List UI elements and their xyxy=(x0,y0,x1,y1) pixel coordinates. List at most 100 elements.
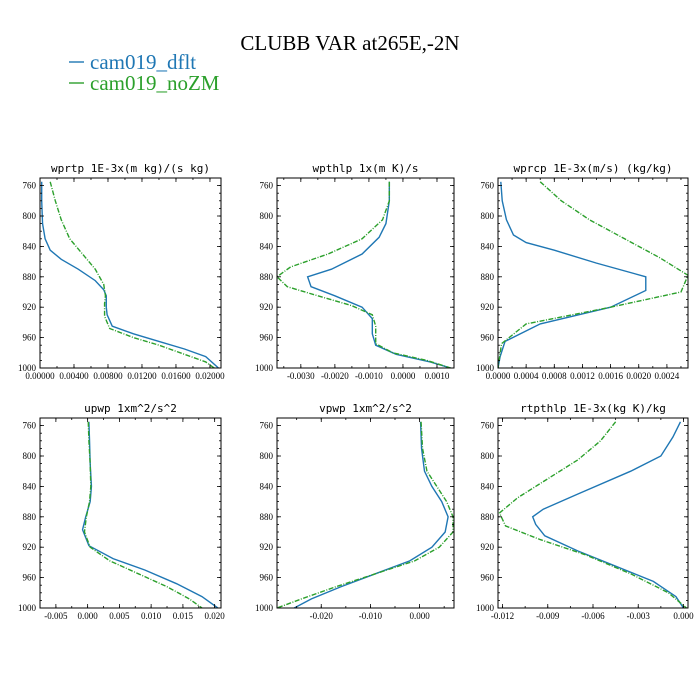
panel-6: rtpthlp 1E-3x(kg K)/kg 760 800 840 880 920 960… xyxy=(476,402,694,621)
y-tick-label: 880 xyxy=(481,512,495,522)
y-tick-label: 800 xyxy=(23,451,37,461)
x-tick-label: -0.0020 xyxy=(321,371,349,381)
panel-1: wprtp 1E-3x(m kg)/(s kg) 760 800 840 880 920 9… xyxy=(18,162,225,381)
y-tick-label: 880 xyxy=(23,272,37,282)
x-tick-label: 0.00000 xyxy=(25,371,55,381)
y-tick-label: 920 xyxy=(481,302,495,312)
series-line-nozm xyxy=(83,421,203,608)
y-tick-label: 840 xyxy=(481,241,495,251)
y-tick-label: 880 xyxy=(23,512,37,522)
y-tick-label: 920 xyxy=(23,542,37,552)
panel-5: vpwp 1xm^2/s^2 760 800 840 880 920 960 1000 -0.0… xyxy=(255,402,455,621)
y-tick-label: 880 xyxy=(481,272,495,282)
y-tick-label: 960 xyxy=(481,333,495,343)
x-tick-label: 0.0010 xyxy=(425,371,450,381)
x-tick-label: -0.009 xyxy=(536,611,560,621)
x-tick-label: 0.015 xyxy=(173,611,194,621)
series-line-dflt xyxy=(81,421,219,608)
x-tick-label: 0.02000 xyxy=(195,371,225,381)
y-tick-label: 1000 xyxy=(476,603,495,613)
x-tick-label: -0.012 xyxy=(491,611,514,621)
y-tick-label: 960 xyxy=(481,573,495,583)
x-tick-label: 0.000 xyxy=(409,611,430,621)
legend-label-dflt: cam019_dflt xyxy=(90,50,196,74)
y-tick-label: 840 xyxy=(481,481,495,491)
series-line-dflt xyxy=(293,421,449,608)
series-line-nozm xyxy=(277,421,454,608)
x-tick-label: -0.0010 xyxy=(355,371,383,381)
x-tick-label: 0.0000 xyxy=(486,371,511,381)
series-line-nozm xyxy=(498,421,687,608)
y-tick-label: 760 xyxy=(260,421,274,431)
x-tick-label: 0.01200 xyxy=(127,371,157,381)
plot-frame xyxy=(276,177,455,369)
y-tick-label: 880 xyxy=(260,512,274,522)
y-tick-label: 800 xyxy=(260,451,274,461)
y-tick-label: 960 xyxy=(23,573,37,583)
y-tick-label: 960 xyxy=(260,573,274,583)
plot-frame xyxy=(497,177,689,369)
plot-frame xyxy=(39,177,222,369)
y-tick-label: 760 xyxy=(260,181,274,191)
plot-frame xyxy=(39,417,222,609)
x-tick-label: 0.000 xyxy=(673,611,694,621)
x-tick-label: 0.000 xyxy=(78,611,99,621)
y-tick-label: 800 xyxy=(260,211,274,221)
panels: wprtp 1E-3x(m kg)/(s kg) 760 800 840 880 920 9… xyxy=(18,162,694,621)
y-tick-label: 1000 xyxy=(476,363,495,373)
panel-2: wpthlp 1x(m K)/s 760 800 840 880 920 960 1000 -0… xyxy=(255,162,455,381)
y-tick-label: 840 xyxy=(23,241,37,251)
y-tick-label: 760 xyxy=(481,181,495,191)
x-tick-label: -0.005 xyxy=(44,611,68,621)
x-tick-label: 0.020 xyxy=(205,611,226,621)
y-tick-label: 1000 xyxy=(18,363,37,373)
x-tick-label: 0.0020 xyxy=(626,371,651,381)
series-line-nozm xyxy=(49,181,215,368)
y-tick-label: 920 xyxy=(23,302,37,312)
x-tick-label: -0.010 xyxy=(359,611,383,621)
y-tick-label: 800 xyxy=(481,211,495,221)
x-tick-label: 0.0000 xyxy=(391,371,416,381)
series-line-nozm xyxy=(277,181,451,368)
x-tick-label: 0.010 xyxy=(141,611,162,621)
panel-title: wprtp 1E-3x(m kg)/(s kg) xyxy=(51,162,210,175)
legend-label-nozm: cam019_noZM xyxy=(90,71,220,95)
panel-title: rtpthlp 1E-3x(kg K)/kg xyxy=(520,402,666,415)
series-line-dflt xyxy=(498,181,647,368)
x-tick-label: -0.006 xyxy=(581,611,605,621)
x-tick-label: 0.0004 xyxy=(514,371,539,381)
panel-title: wpthlp 1x(m K)/s xyxy=(313,162,419,175)
y-tick-label: 800 xyxy=(23,211,37,221)
x-tick-label: 0.0016 xyxy=(598,371,623,381)
panel-title: wprcp 1E-3x(m/s) (kg/kg) xyxy=(514,162,673,175)
x-tick-label: -0.020 xyxy=(310,611,334,621)
y-tick-label: 760 xyxy=(23,421,37,431)
y-tick-label: 1000 xyxy=(255,363,274,373)
x-tick-label: 0.00400 xyxy=(59,371,89,381)
panel-title: vpwp 1xm^2/s^2 xyxy=(319,402,412,415)
x-tick-label: -0.0030 xyxy=(287,371,315,381)
series-line-dflt xyxy=(306,181,451,368)
x-tick-label: 0.00800 xyxy=(93,371,123,381)
legend: cam019_dflt cam019_noZM xyxy=(69,50,220,95)
x-tick-label: 0.0008 xyxy=(542,371,567,381)
x-tick-label: 0.0012 xyxy=(570,371,595,381)
y-tick-label: 1000 xyxy=(18,603,37,613)
y-tick-label: 840 xyxy=(23,481,37,491)
x-tick-label: -0.003 xyxy=(627,611,651,621)
panel-3: wprcp 1E-3x(m/s) (kg/kg) 760 800 840 880 920 9… xyxy=(476,162,689,381)
plot-frame xyxy=(276,417,455,609)
y-tick-label: 760 xyxy=(23,181,37,191)
y-tick-label: 840 xyxy=(260,241,274,251)
y-tick-label: 1000 xyxy=(255,603,274,613)
y-tick-label: 960 xyxy=(23,333,37,343)
y-tick-label: 760 xyxy=(481,421,495,431)
y-tick-label: 880 xyxy=(260,272,274,282)
y-tick-label: 920 xyxy=(260,302,274,312)
series-line-nozm xyxy=(498,181,688,368)
panel-4: upwp 1xm^2/s^2 760 800 840 880 920 960 1000 -0.0… xyxy=(18,402,225,621)
series-line-dflt xyxy=(41,181,219,368)
x-tick-label: 0.0024 xyxy=(655,371,680,381)
series-line-dflt xyxy=(531,421,685,608)
